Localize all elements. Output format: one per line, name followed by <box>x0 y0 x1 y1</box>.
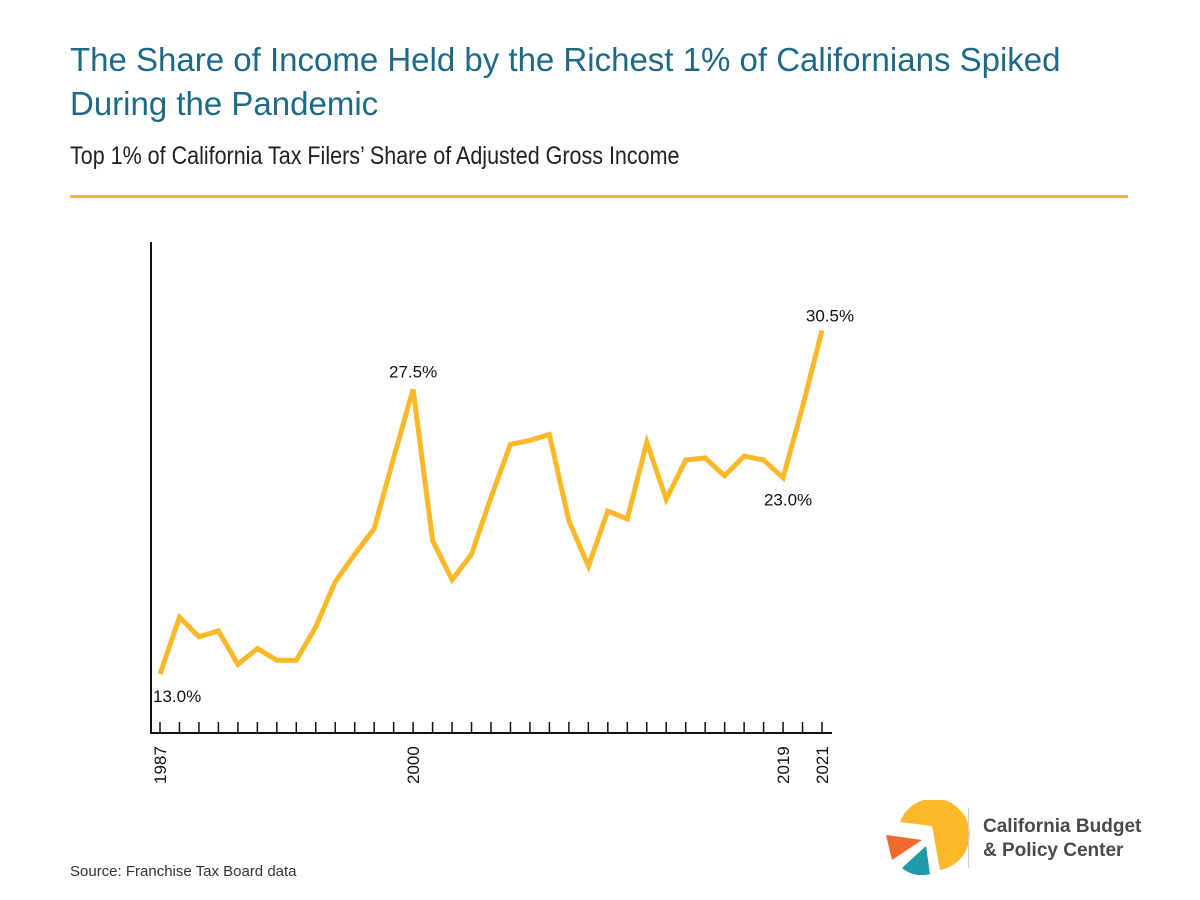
logo-line-1: California Budget <box>983 816 1142 837</box>
source-note: Source: Franchise Tax Board data <box>70 863 297 880</box>
data-label: 27.5% <box>389 362 437 381</box>
title-divider <box>70 195 1128 198</box>
data-label: 13.0% <box>153 687 201 706</box>
x-tick-label: 2021 <box>813 746 832 784</box>
cbpc-logo-icon <box>886 800 970 875</box>
series-line <box>157 329 825 675</box>
x-tick-label: 2019 <box>774 746 793 784</box>
chart-subtitle: Top 1% of California Tax Filers’ Share o… <box>70 142 680 170</box>
line-chart: 1987 2000 2019 2021 13.0% 27.5% 23.0% 30.5% <box>150 242 854 784</box>
logo-text: California Budget & Policy Center <box>983 815 1141 863</box>
logo-line-2: & Policy Center <box>983 840 1124 861</box>
data-label: 30.5% <box>806 306 854 325</box>
x-tick-label: 2000 <box>404 746 423 784</box>
x-tick-label: 1987 <box>151 746 170 784</box>
data-label: 23.0% <box>764 491 812 510</box>
chart-title: The Share of Income Held by the Richest … <box>70 41 1061 122</box>
logo-divider <box>968 808 969 868</box>
